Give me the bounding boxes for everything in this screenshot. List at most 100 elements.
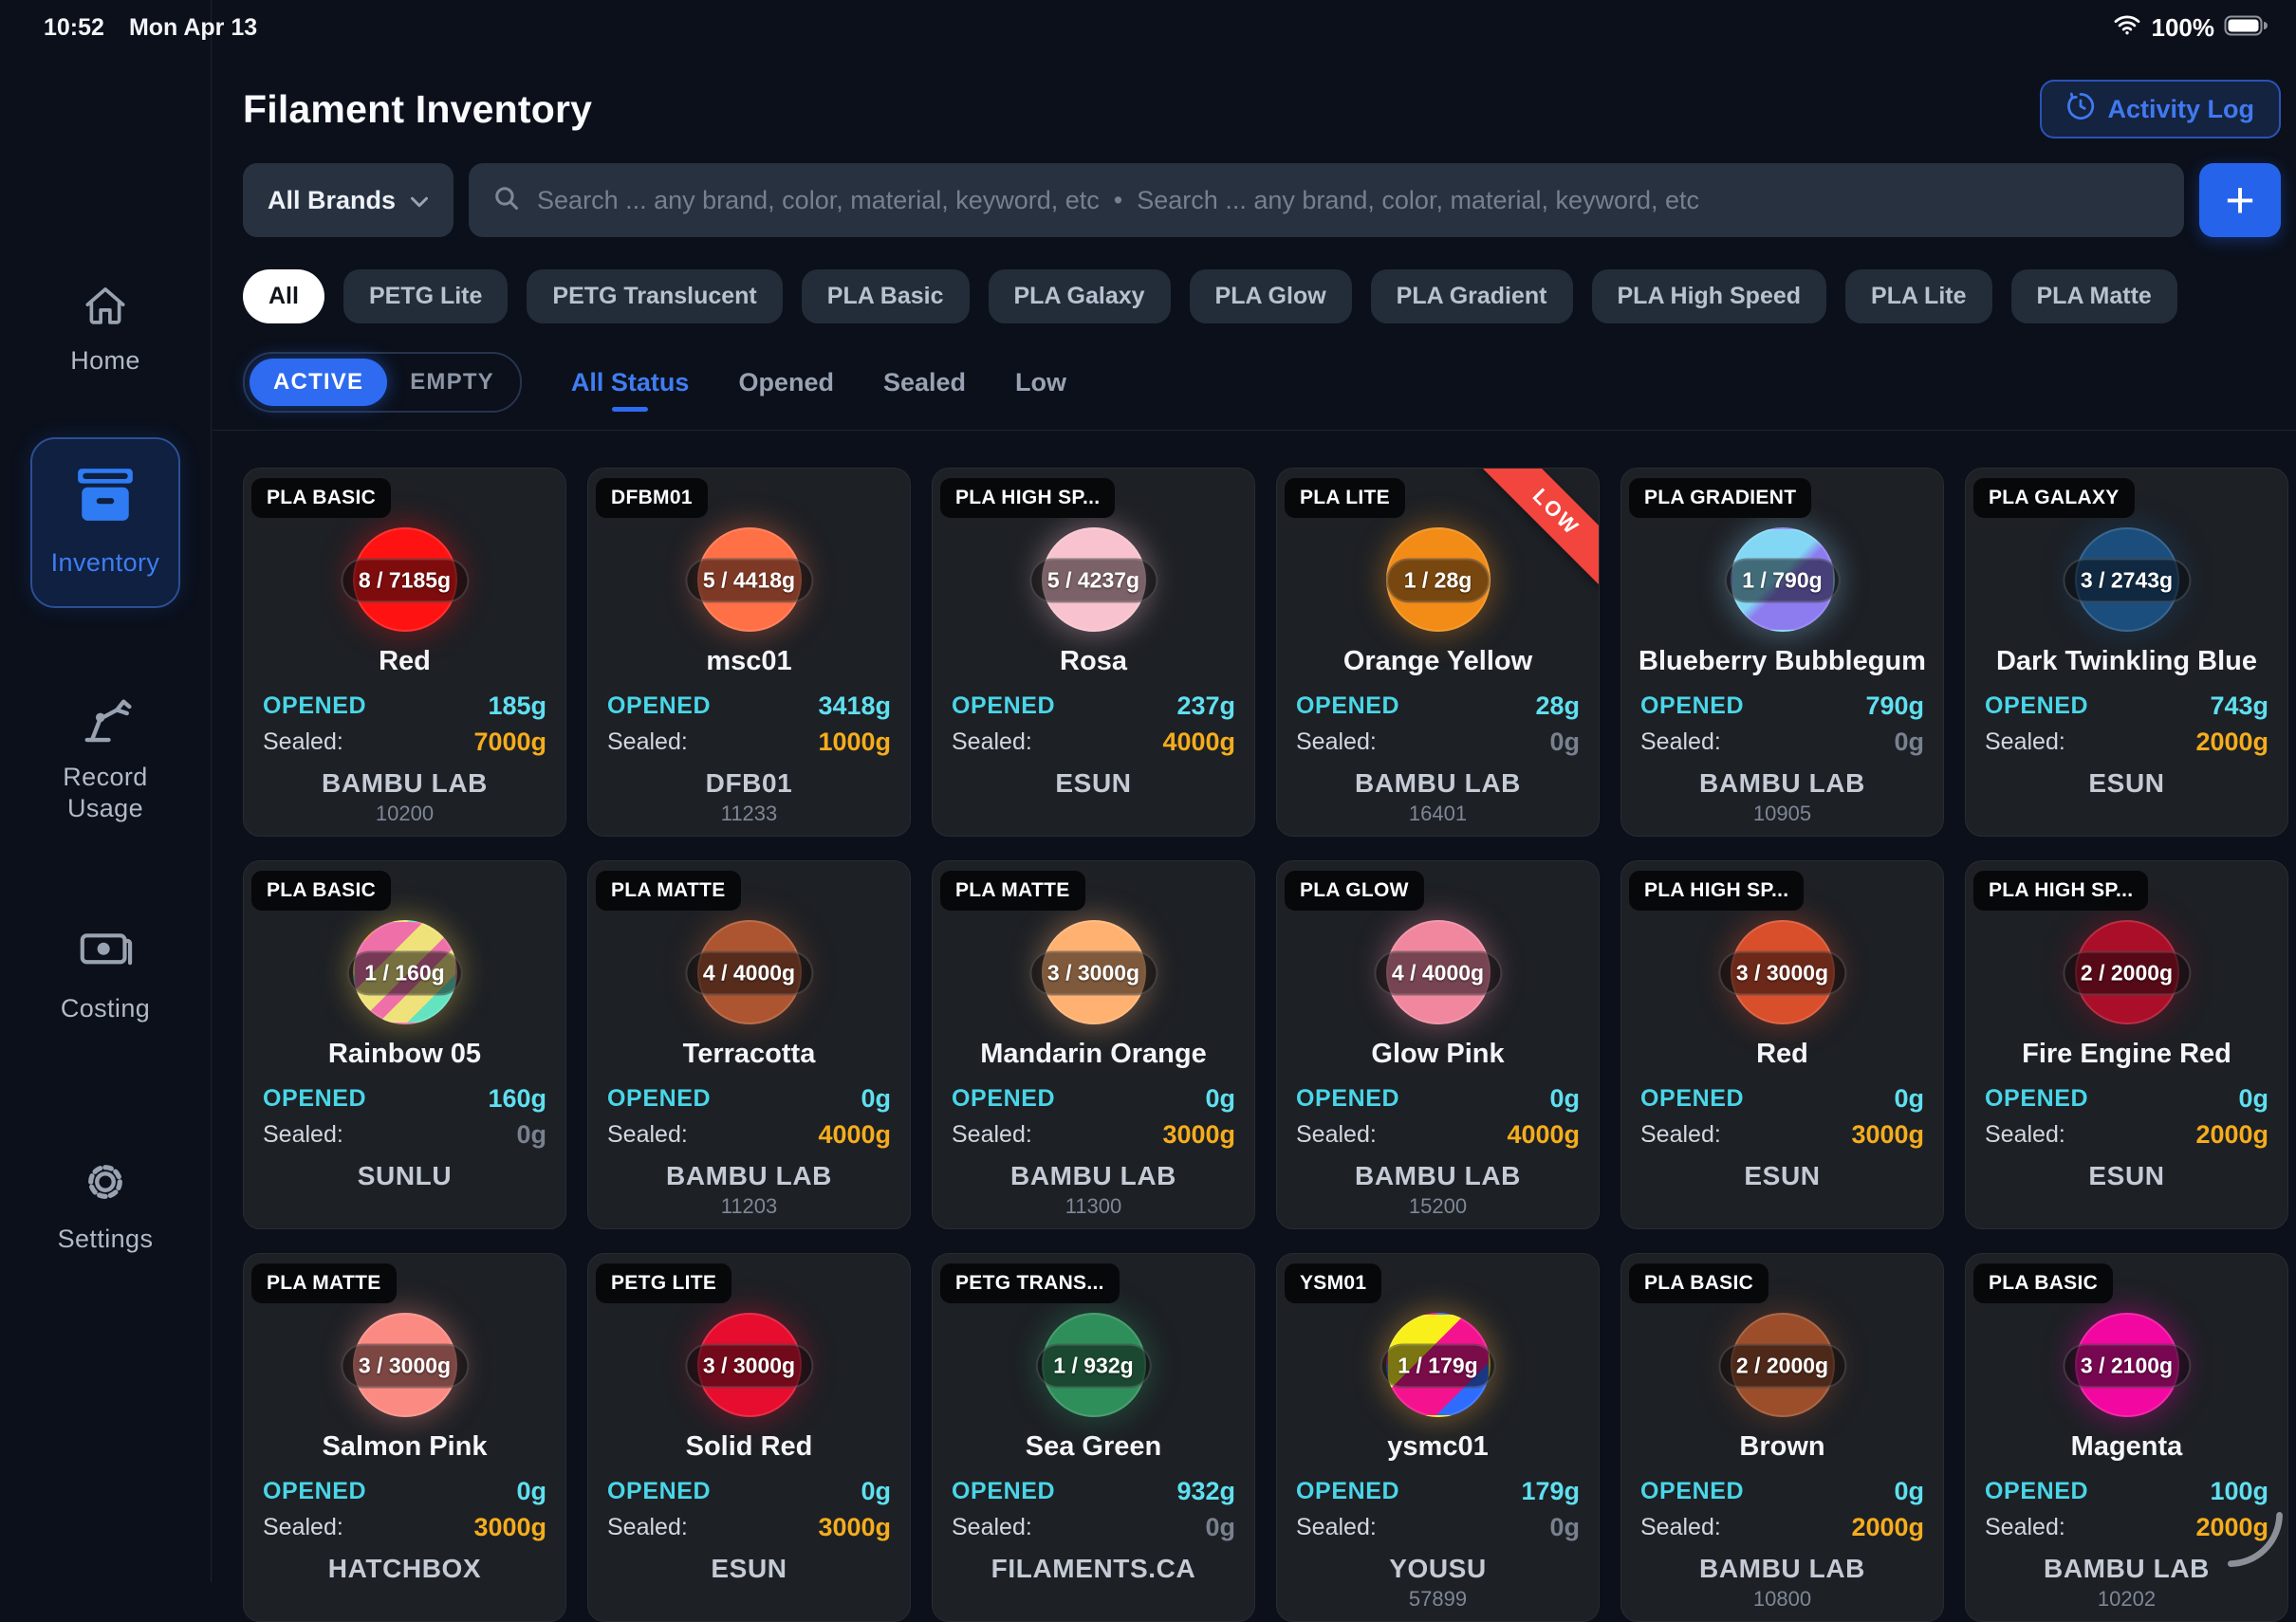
- filament-name: Orange Yellow: [1342, 646, 1533, 676]
- material-chip[interactable]: PLA Matte: [2010, 269, 2177, 323]
- filament-card[interactable]: PLA GRADIENT 1 / 790g Blueberry Bubblegu…: [1620, 468, 1944, 837]
- spool-wrap: 8 / 7185g: [244, 527, 565, 634]
- status-link[interactable]: All Status: [570, 367, 690, 396]
- spool-count-badge: 8 / 7185g: [340, 558, 470, 603]
- material-chip[interactable]: PLA Basic: [801, 269, 970, 323]
- brand-name: YOUSU: [1389, 1554, 1487, 1583]
- material-tag: PLA GRADIENT: [1629, 478, 1812, 518]
- filament-card[interactable]: PLA MATTE 3 / 3000g Mandarin Orange OPEN…: [932, 860, 1255, 1229]
- spool-wrap: 3 / 3000g: [244, 1313, 565, 1419]
- sidebar-item-record-usage[interactable]: Record Usage: [39, 693, 172, 824]
- sealed-label: Sealed:: [1296, 728, 1377, 755]
- material-filter-row: All PETG Lite PETG Translucent PLA Basic PLA…: [243, 269, 2281, 323]
- material-tag: PLA MATTE: [251, 1263, 397, 1303]
- filament-name: Dark Twinkling Blue: [1995, 646, 2257, 676]
- filament-card[interactable]: PETG TRANS... 1 / 932g Sea Green OPENED …: [932, 1253, 1255, 1622]
- filament-card[interactable]: PLA MATTE 3 / 3000g Salmon Pink OPENED 0…: [243, 1253, 566, 1622]
- brand-name: BAMBU LAB: [1699, 768, 1865, 798]
- opened-label: OPENED: [607, 1477, 712, 1504]
- brand-name: ESUN: [2088, 768, 2165, 798]
- material-tag: PETG TRANS...: [940, 1263, 1120, 1303]
- spool-count-badge: 5 / 4418g: [684, 558, 814, 603]
- sealed-label: Sealed:: [1985, 1513, 2065, 1540]
- filament-card[interactable]: PLA BASIC 2 / 2000g Brown OPENED 0g Seal…: [1620, 1253, 1944, 1622]
- filament-name: Terracotta: [682, 1039, 816, 1069]
- material-chip[interactable]: PLA High Speed: [1591, 269, 1827, 323]
- sealed-value: 7000g: [473, 727, 546, 756]
- sidebar-item-inventory[interactable]: Inventory: [30, 436, 180, 608]
- toggle-active[interactable]: ACTIVE: [250, 359, 388, 406]
- material-chip[interactable]: PLA Glow: [1189, 269, 1352, 323]
- opened-label: OPENED: [1640, 691, 1745, 719]
- battery-icon: [2224, 13, 2268, 43]
- filament-card[interactable]: PLA LITE LOW 1 / 28g Orange Yellow OPENE…: [1276, 468, 1600, 837]
- filament-card[interactable]: DFBM01 5 / 4418g msc01 OPENED 3418g Seal…: [587, 468, 911, 837]
- spool-count-badge: 4 / 4000g: [1373, 950, 1503, 996]
- opened-value: 100g: [2210, 1476, 2268, 1505]
- opened-label: OPENED: [952, 1084, 1056, 1112]
- status-link[interactable]: Opened: [738, 367, 834, 396]
- spool-wrap: 3 / 3000g: [933, 920, 1254, 1026]
- spool-wrap: 2 / 2000g: [1966, 920, 2287, 1026]
- gear-icon: [79, 1155, 132, 1208]
- spool-count-badge: 1 / 790g: [1724, 558, 1841, 603]
- filament-card[interactable]: PLA GLOW 4 / 4000g Glow Pink OPENED 0g S…: [1276, 860, 1600, 1229]
- sealed-label: Sealed:: [1640, 728, 1721, 755]
- material-chip[interactable]: PLA Lite: [1845, 269, 1992, 323]
- brand-name: BAMBU LAB: [2044, 1554, 2210, 1583]
- activity-log-button[interactable]: Activity Log: [2040, 80, 2281, 138]
- material-tag: PLA BASIC: [251, 871, 392, 911]
- material-tag: PLA HIGH SP...: [1629, 871, 1805, 911]
- material-chip[interactable]: PLA Gradient: [1370, 269, 1573, 323]
- add-filament-button[interactable]: +: [2199, 163, 2281, 237]
- sku-code: 10200: [375, 802, 435, 825]
- sealed-value: 2000g: [2195, 1119, 2268, 1149]
- brand-name: DFB01: [705, 768, 793, 798]
- plus-icon: +: [2225, 172, 2255, 229]
- filament-card[interactable]: PLA HIGH SP... 2 / 2000g Fire Engine Red…: [1965, 860, 2288, 1229]
- opened-label: OPENED: [1985, 691, 2089, 719]
- sealed-value: 3000g: [473, 1512, 546, 1541]
- material-tag: PLA BASIC: [251, 478, 392, 518]
- filament-card[interactable]: PETG LITE 3 / 3000g Solid Red OPENED 0g …: [587, 1253, 911, 1622]
- sidebar-item-label: Home: [70, 346, 140, 375]
- sealed-value: 2000g: [1851, 1512, 1924, 1541]
- filament-card[interactable]: YSM01 1 / 179g ysmc01 OPENED 179g Sealed…: [1276, 1253, 1600, 1622]
- filament-card[interactable]: PLA MATTE 4 / 4000g Terracotta OPENED 0g…: [587, 860, 911, 1229]
- filament-card[interactable]: PLA GALAXY 3 / 2743g Dark Twinkling Blue…: [1965, 468, 2288, 837]
- filament-card[interactable]: PLA BASIC 1 / 160g Rainbow 05 OPENED 160…: [243, 860, 566, 1229]
- sealed-label: Sealed:: [952, 1120, 1032, 1148]
- filament-card[interactable]: PLA HIGH SP... 3 / 3000g Red OPENED 0g S…: [1620, 860, 1944, 1229]
- status-link[interactable]: Sealed: [882, 367, 967, 396]
- sealed-value: 0g: [1205, 1512, 1235, 1541]
- opened-value: 0g: [1894, 1476, 1924, 1505]
- filament-name: Rosa: [1060, 646, 1127, 676]
- filament-card[interactable]: PLA BASIC 8 / 7185g Red OPENED 185g Seal…: [243, 468, 566, 837]
- sidebar-item-label: Record Usage: [63, 762, 148, 822]
- sku-code: 11300: [1065, 1194, 1122, 1218]
- material-chip[interactable]: PLA Galaxy: [988, 269, 1171, 323]
- opened-label: OPENED: [263, 691, 367, 719]
- filament-card[interactable]: PLA HIGH SP... 5 / 4237g Rosa OPENED 237…: [932, 468, 1255, 837]
- sidebar-item-home[interactable]: Home: [39, 281, 172, 377]
- toggle-empty[interactable]: EMPTY: [410, 369, 494, 395]
- status-link[interactable]: Low: [1015, 367, 1067, 396]
- sidebar-item-settings[interactable]: Settings: [39, 1155, 172, 1255]
- sidebar-item-costing[interactable]: Costing: [39, 927, 172, 1024]
- opened-label: OPENED: [1640, 1084, 1745, 1112]
- sealed-label: Sealed:: [263, 728, 343, 755]
- opened-value: 185g: [488, 691, 546, 720]
- opened-label: OPENED: [1296, 691, 1400, 719]
- search-input[interactable]: [535, 184, 2159, 216]
- spool-wrap: 1 / 179g: [1277, 1313, 1599, 1419]
- brand-filter-dropdown[interactable]: All Brands: [243, 163, 454, 237]
- opened-label: OPENED: [263, 1477, 367, 1504]
- material-chip[interactable]: All: [243, 269, 324, 323]
- material-chip[interactable]: PETG Lite: [343, 269, 509, 323]
- spool-count-badge: 1 / 179g: [1379, 1343, 1496, 1389]
- sealed-value: 3000g: [1851, 1119, 1924, 1149]
- brand-name: FILAMENTS.CA: [991, 1554, 1196, 1583]
- sidebar-item-label: Costing: [60, 993, 151, 1023]
- material-chip[interactable]: PETG Translucent: [527, 269, 783, 323]
- sidebar-item-label: Inventory: [50, 547, 160, 577]
